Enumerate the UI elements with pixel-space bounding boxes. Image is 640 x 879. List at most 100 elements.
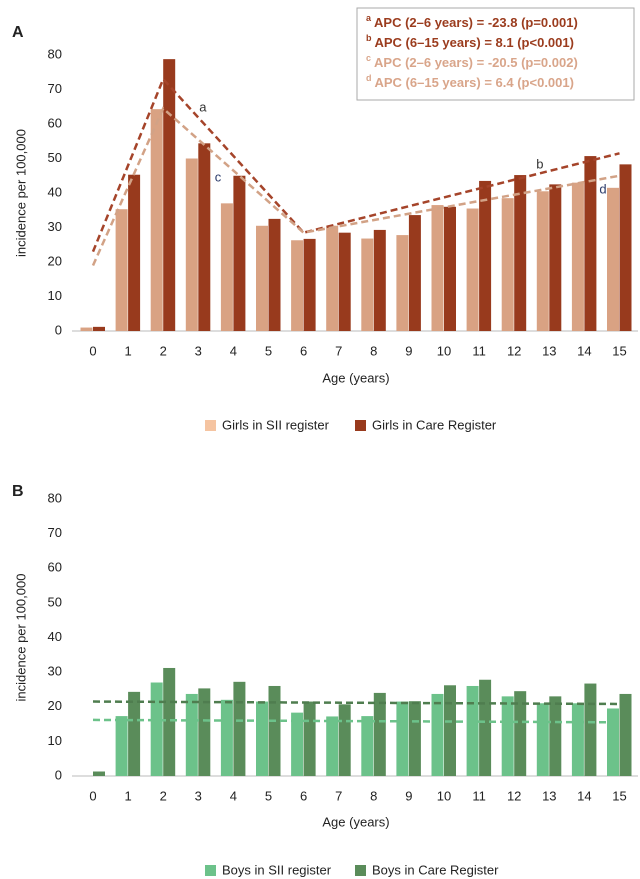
bar [396,701,409,776]
bar [431,693,444,776]
x-axis-label: Age (years) [322,814,389,829]
bar [444,206,456,331]
bar [514,691,527,776]
x-tick-label: 7 [335,788,342,803]
x-tick-label: 0 [89,343,96,358]
note-text: APC (2–6 years) = -20.5 (p=0.002) [374,55,578,70]
bar [150,682,163,776]
bar [256,701,268,776]
y-tick-label: 70 [48,525,62,540]
legend-label: Boys in Care Register [372,862,499,877]
x-tick-label: 13 [542,343,556,358]
bar [479,180,492,331]
x-tick-label: 7 [335,343,342,358]
y-tick-label: 50 [48,150,62,165]
bar [93,771,105,776]
bar [326,716,339,776]
bar [128,174,141,331]
note: d APC (6–15 years) = 6.4 (p<0.001) [366,73,574,90]
legend-label: Girls in Care Register [372,417,497,432]
bar [198,688,211,776]
bar [571,182,584,331]
bar [607,708,619,776]
bar [501,198,514,331]
x-tick-label: 8 [370,788,377,803]
y-tick-label: 40 [48,629,62,644]
bar [501,696,514,776]
x-tick-label: 6 [300,788,307,803]
bar [93,326,105,331]
annotation: d [599,181,606,196]
x-tick-label: 14 [577,788,591,803]
bar [268,685,281,776]
notes-box [356,7,635,101]
annotation: c [215,170,222,185]
y-tick-label: 0 [55,767,62,782]
x-tick-label: 12 [507,788,521,803]
bar [466,208,479,331]
bar [115,716,128,776]
bar [163,59,176,331]
note-mark: a [366,13,372,23]
bar [396,235,409,331]
y-tick-label: 30 [48,219,62,234]
x-tick-label: 9 [405,343,412,358]
x-tick-label: 3 [195,788,202,803]
legend-swatch [205,420,216,431]
bar [607,187,619,331]
note-text: APC (6–15 years) = 6.4 (p<0.001) [375,75,574,90]
x-tick-label: 4 [230,343,237,358]
note-mark: d [366,73,372,83]
legend-swatch [205,865,216,876]
x-tick-label: 5 [265,343,272,358]
bar [479,679,492,776]
bar [584,683,597,776]
x-tick-label: 11 [472,788,486,803]
bar [408,215,421,331]
bar [338,232,351,331]
x-axis-label: Age (years) [322,370,389,385]
bar [536,191,549,331]
note-mark: b [366,33,372,43]
trend-line [91,106,620,266]
y-axis-label: incidence per 100,000 [13,574,28,702]
bar [431,205,444,331]
bar [466,685,479,776]
bar [571,703,584,776]
bar [268,218,281,331]
y-tick-label: 70 [48,81,62,96]
x-tick-label: 3 [195,343,202,358]
x-tick-label: 13 [542,788,556,803]
y-tick-label: 40 [48,184,62,199]
bar [444,685,456,776]
note-text: APC (2–6 years) = -23.8 (p=0.001) [374,15,578,30]
y-axis-label: incidence per 100,000 [13,129,28,257]
bar [291,712,304,776]
x-tick-label: 11 [472,343,486,358]
bar [233,681,246,776]
bar [514,175,527,331]
y-tick-label: 60 [48,560,62,575]
bar [291,240,304,331]
x-tick-label: 5 [265,788,272,803]
legend-label: Girls in SII register [222,417,330,432]
trend-line [91,76,620,253]
bar [326,225,339,331]
x-tick-label: 6 [300,343,307,358]
y-tick-label: 80 [48,46,62,61]
bar [373,692,386,776]
legend-swatch [355,865,366,876]
bar [150,109,163,331]
bar [373,229,386,331]
y-tick-label: 80 [48,490,62,505]
x-tick-label: 9 [405,788,412,803]
y-tick-label: 20 [48,698,62,713]
x-tick-label: 10 [437,343,451,358]
bar [536,703,549,776]
y-tick-label: 10 [48,288,62,303]
bar [361,716,374,776]
x-tick-label: 2 [160,343,167,358]
note-text: APC (6–15 years) = 8.1 (p<0.001) [375,35,574,50]
bar [198,143,211,331]
x-tick-label: 1 [124,343,131,358]
